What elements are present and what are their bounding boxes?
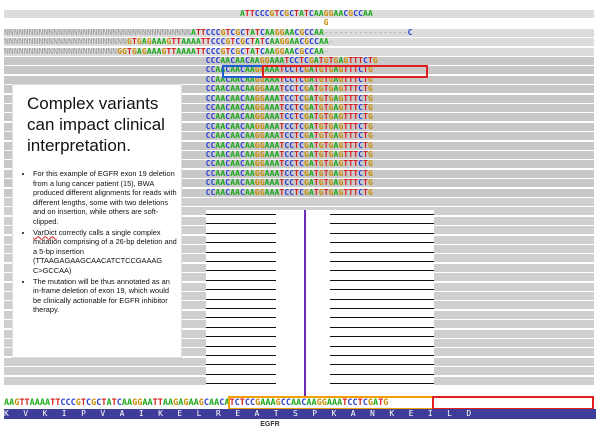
deletion-line [206, 326, 276, 328]
gene-label: EGFR [260, 421, 280, 428]
read-row: NNNNNNNNNNNNNNNNNNNNNNNGGTGAGAAAGTTAAAAT… [4, 47, 594, 56]
deletion-region [206, 210, 434, 396]
deletion-line [206, 298, 276, 300]
deletion-line [206, 214, 276, 215]
deletion-line [206, 232, 276, 234]
read-row: CCAACAACAAGGAAATCCTCGATGTGAGTTTCTG [4, 151, 594, 159]
read-row: NNNNNNNNNNNNNNNNNNNNNNNNNNNNNNNNNNNNNNAT… [4, 28, 594, 37]
read-row: G [323, 19, 329, 28]
read-row: CCAACAACAAGGAAATCCTCGATGTGAGTTTCTG [4, 169, 594, 178]
read-row: CCAACAACAAGGAAATCCTCGATGTGAGTTTCTG [4, 132, 594, 141]
deletion-line [206, 383, 276, 385]
read-row: CCAACAACAAGGAAATCCTCGATGTGAGTTTCTG [4, 85, 594, 94]
deletion-line [330, 242, 434, 244]
bullet-item: VarDict correctly calls a single complex… [33, 228, 179, 276]
deletion-line [330, 270, 434, 272]
deletion-line [330, 345, 434, 347]
read-row: CCAACAACAAGGAAATCCTCGATGTGAGTTTCTG [4, 141, 594, 150]
panel-title: Complex variants can impact clinical int… [27, 94, 165, 155]
deletion-line [206, 373, 276, 375]
deletion-line [206, 223, 276, 225]
deletion-line [206, 289, 276, 291]
read-row: CCCAACAACAAGGAAATCCTCGATGTGAGTTTCTG [4, 57, 594, 65]
read-row: CCAACAACAAGGAAATCCTCGATGTGAGTTTCTG [4, 104, 594, 112]
highlight-box-blue [222, 65, 264, 78]
highlight-box-red-top [262, 65, 428, 78]
deletion-line [330, 317, 434, 319]
deletion-line [206, 242, 276, 244]
bullet-item: For this example of EGFR exon 19 deletio… [33, 169, 179, 227]
deletion-line [206, 261, 276, 262]
deletion-line [330, 383, 434, 385]
deletion-line [330, 298, 434, 300]
deletion-line [206, 279, 276, 281]
deletion-line [330, 364, 434, 366]
deletion-line [206, 317, 276, 319]
deletion-line [330, 223, 434, 225]
deletion-line [330, 251, 434, 253]
read-row: ATTCCCGTCGCTATCAAGGAACGCCAA [4, 10, 594, 18]
read-row: CCAACAACAAGGAAATCCTCGATGTGAGTTTCTG [4, 160, 594, 169]
read-row: CCAACAACAAGGAAATCCTCGATGTGAGTTTCTG [4, 75, 594, 84]
deletion-line [330, 355, 434, 356]
read-row: CCAACAACAAGGAAATCCTCGATGTGAGTTTCTG [4, 94, 594, 103]
info-panel: Complex variants can impact clinical int… [12, 84, 182, 358]
read-row: NNNNNNNNNNNNNNNNNNNNNNNNNGTGAGAAAGTTAAAA… [4, 38, 594, 47]
bullet-item-rest: correctly calls a single complex mutatio… [33, 227, 177, 275]
deletion-line [330, 326, 434, 328]
reference-sequence: AAGTTAAAATTCCCGTCGCTATCAAGGAATTAAGAGAAGC… [4, 398, 389, 408]
deletion-line [206, 308, 276, 309]
deletion-line [206, 336, 276, 338]
deletion-line [206, 251, 276, 253]
underlined-word: VarDict [33, 227, 57, 237]
deletion-line [330, 289, 434, 291]
read-tile [4, 198, 594, 206]
deletion-line [330, 308, 434, 309]
bullet-list: For this example of EGFR exon 19 deletio… [19, 169, 179, 316]
highlight-box-red-bottom [432, 396, 594, 410]
deletion-line [330, 214, 434, 215]
deletion-line [206, 345, 276, 347]
deletion-line [330, 373, 434, 375]
read-row: CCAACAACAAGGAAATCCTCGATGTGAGTTTCTG [4, 188, 594, 197]
insertion-marker [304, 210, 306, 396]
amino-acid-track: K V K I P V A I K E L R E A T S P K A N … [4, 409, 596, 419]
deletion-line [330, 261, 434, 262]
deletion-line [206, 364, 276, 366]
read-row: CCAACAACAAGGAAATCCTCGATGTGAGTTTCTG [4, 113, 594, 122]
deletion-line [206, 355, 276, 356]
highlight-box-orange [228, 396, 434, 410]
deletion-line [206, 270, 276, 272]
bullet-item: The mutation will be thus annotated as a… [33, 277, 179, 315]
read-row: CCAACAACAAGGAAATCCTCGATGTGAGTTTCTG [4, 179, 594, 188]
read-row: CCAACAACAAGGAAATCCTCGATGTGAGTTTCTG [4, 122, 594, 131]
deletion-line [330, 279, 434, 281]
deletion-line [330, 336, 434, 338]
deletion-line [330, 232, 434, 234]
